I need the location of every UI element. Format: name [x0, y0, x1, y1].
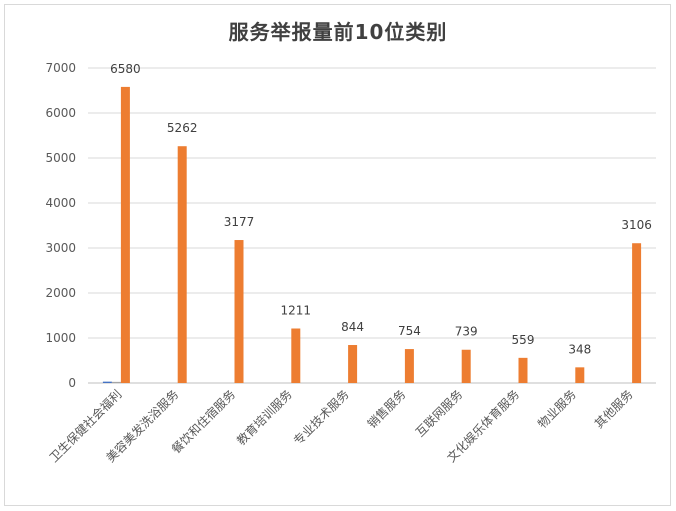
bar	[111, 381, 121, 383]
chart-title: 服务举报量前10位类别	[228, 20, 448, 44]
bar	[120, 86, 130, 384]
data-label: 739	[455, 325, 478, 339]
x-axis: 卫生保健社会福利美容美发洗浴服务餐饮和住宿服务教育培训服务专业技术服务 销售服务互…	[46, 387, 636, 465]
x-tick-label: 物业服务	[534, 387, 579, 432]
y-tick-label: 7000	[45, 61, 76, 75]
bar	[348, 345, 358, 383]
gridlines	[88, 67, 656, 384]
data-label: 348	[568, 342, 591, 356]
x-tick-label: 销售服务	[364, 387, 409, 432]
y-tick-label: 5000	[45, 151, 76, 165]
bar	[518, 357, 528, 383]
data-label: 844	[341, 320, 364, 334]
bar	[461, 349, 471, 383]
data-label: 1211	[281, 304, 312, 318]
bar	[102, 381, 112, 383]
y-tick-label: 1000	[45, 331, 76, 345]
data-label: 5262	[167, 121, 198, 135]
chart-frame	[4, 4, 671, 506]
bar	[632, 243, 642, 383]
y-tick-label: 0	[68, 376, 76, 390]
bar	[234, 240, 244, 383]
data-label: 3177	[224, 215, 255, 229]
y-tick-label: 3000	[45, 241, 76, 255]
data-label: 3106	[621, 218, 652, 232]
x-tick-label: 专业技术服务	[290, 387, 352, 449]
x-tick-label: 其他服务	[591, 387, 636, 432]
y-tick-label: 6000	[45, 106, 76, 120]
y-tick-label: 2000	[45, 286, 76, 300]
bars	[102, 86, 642, 384]
y-axis: 0 1000 2000 3000 4000 5000 6000 7000	[45, 61, 76, 390]
x-tick-label: 互联网服务	[412, 387, 465, 440]
bar	[291, 328, 301, 383]
bar	[575, 367, 585, 383]
bar	[404, 349, 414, 383]
y-tick-label: 4000	[45, 196, 76, 210]
bar	[177, 146, 187, 383]
data-labels: 6580 5262 3177 1211 844 754 739 559 348 3106	[110, 62, 652, 356]
data-label: 6580	[110, 62, 141, 76]
data-label: 754	[398, 324, 421, 338]
x-tick-label: 教育培训服务	[233, 387, 295, 449]
data-label: 559	[512, 333, 535, 347]
